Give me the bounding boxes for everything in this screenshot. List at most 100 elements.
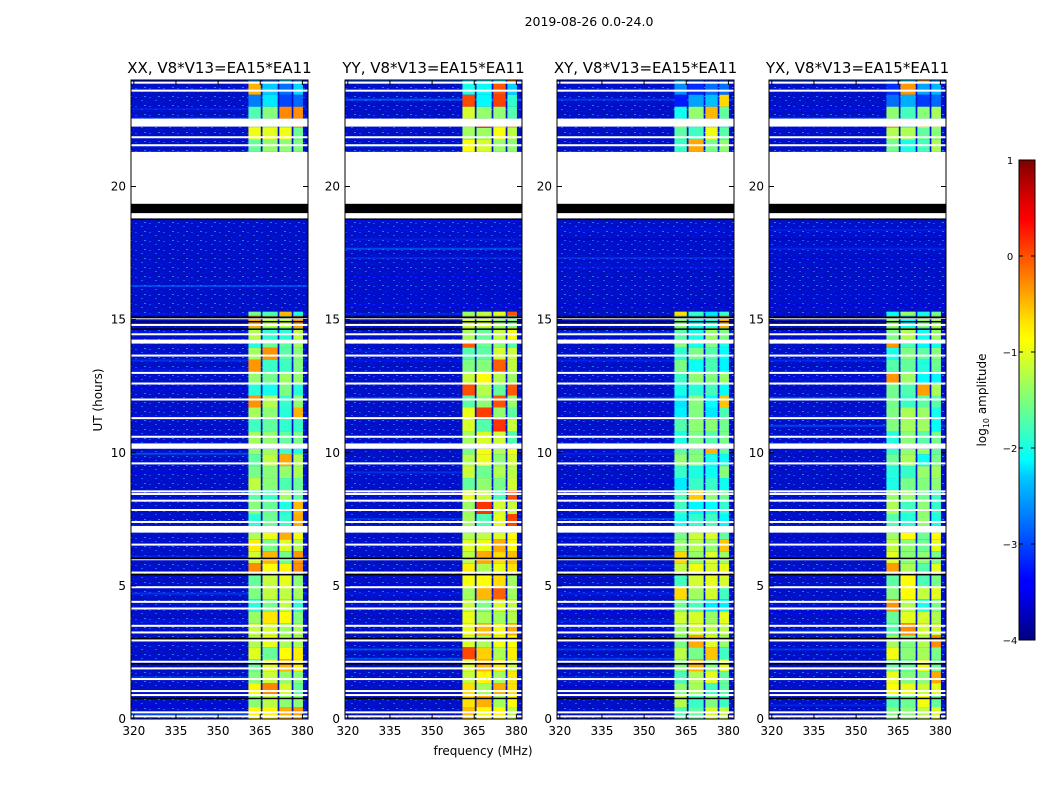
heatmap-row	[345, 657, 522, 660]
heatmap-cell	[248, 448, 261, 455]
heatmap-cell	[507, 659, 517, 672]
heatmap-cell	[248, 575, 261, 588]
heatmap-cell	[293, 683, 303, 696]
heatmap-cell	[674, 419, 687, 432]
heatmap-cell	[476, 383, 492, 396]
heatmap-cell	[886, 575, 899, 588]
heatmap-cell	[462, 347, 475, 360]
heatmap-cell	[293, 611, 303, 624]
heatmap-cell	[719, 599, 729, 612]
heatmap-cell	[293, 623, 303, 636]
panels: XX, V8*V13=EA15*EA11 320 335 350 365 380 0 5 10 1…	[111, 59, 952, 738]
y-tick-label: 10	[111, 446, 126, 460]
heatmap-cell	[931, 80, 941, 83]
heatmap-cell	[293, 448, 303, 455]
heatmap-cell	[293, 695, 303, 708]
heatmap-row	[769, 229, 946, 232]
heatmap-cell	[248, 359, 261, 372]
heatmap-cell	[931, 647, 941, 660]
flag-line	[131, 323, 308, 326]
heatmap-cell	[293, 359, 303, 372]
heatmap-cell	[262, 466, 278, 479]
heatmap-cell	[886, 127, 899, 140]
missing-data	[131, 118, 308, 127]
heatmap-cell	[674, 478, 687, 491]
heatmap-cell	[688, 490, 704, 503]
heatmap-cell	[674, 551, 687, 564]
heatmap-cell	[900, 532, 916, 540]
flag-black	[345, 663, 522, 665]
flag-black	[557, 573, 734, 576]
heatmap-cell	[476, 80, 492, 83]
heatmap-cell	[719, 80, 729, 83]
y-tick-label: 20	[111, 180, 126, 194]
heatmap-cell	[248, 106, 261, 119]
heatmap-row	[557, 238, 734, 241]
x-tick-label: 350	[421, 724, 444, 738]
panel-1: XX, V8*V13=EA15*EA11 320 335 350 365 380 0 5 10 1…	[111, 59, 314, 738]
flag-line	[769, 600, 946, 603]
flag-line	[769, 462, 946, 465]
heatmap-cell	[279, 647, 292, 660]
heatmap-cell	[900, 599, 916, 612]
heatmap-cell	[279, 311, 292, 316]
heatmap-cell	[931, 575, 941, 588]
flag-line	[769, 493, 946, 496]
heatmap-cell	[900, 448, 916, 455]
heatmap-cell	[900, 371, 916, 384]
flag-line	[345, 398, 522, 401]
heatmap-cell	[886, 82, 899, 95]
heatmap-cell	[900, 419, 916, 432]
heatmap-cell	[476, 94, 492, 107]
heatmap-cell	[493, 466, 506, 479]
heatmap-cell	[917, 311, 930, 316]
x-axis-label: frequency (MHz)	[433, 744, 532, 758]
heatmap-cell	[462, 448, 475, 455]
panel-frame	[768, 79, 947, 720]
heatmap-cell	[705, 371, 718, 384]
heatmap-cell	[507, 127, 517, 140]
figure-title: 2019-08-26 0.0-24.0	[525, 14, 654, 29]
heatmap-cell	[674, 395, 687, 408]
heatmap-row	[557, 80, 734, 82]
flag-line	[131, 493, 308, 496]
heatmap-row	[345, 471, 522, 474]
heatmap-cell	[462, 478, 475, 491]
flag-line	[131, 136, 308, 139]
heatmap-cell	[293, 599, 303, 612]
heatmap-cell	[507, 347, 517, 360]
flag-line	[769, 660, 946, 663]
heatmap-cell	[688, 647, 704, 660]
flag-line	[345, 323, 522, 326]
flag-black	[131, 316, 308, 319]
heatmap-cell	[900, 395, 916, 408]
heatmap-cell	[493, 106, 506, 119]
heatmap-cell	[262, 94, 278, 107]
heatmap-cell	[248, 343, 261, 348]
heatmap-cell	[917, 490, 930, 503]
flag-line	[769, 639, 946, 642]
heatmap-row	[131, 368, 308, 371]
flag-line	[131, 354, 308, 357]
heatmap-cell	[262, 371, 278, 384]
heatmap-row	[557, 331, 734, 334]
heatmap-cell	[462, 647, 475, 660]
colorbar-tick-label: −4	[1003, 636, 1018, 647]
heatmap-row	[345, 396, 522, 399]
heatmap-row	[769, 396, 946, 399]
heatmap-cell	[917, 695, 930, 708]
heatmap-cell	[674, 587, 687, 600]
heatmap-cell	[262, 106, 278, 119]
heatmap-cell	[719, 623, 729, 636]
heatmap-cell	[688, 383, 704, 396]
heatmap-cell	[886, 94, 899, 107]
heatmap-cell	[719, 448, 729, 455]
heatmap-cell	[705, 311, 718, 316]
heatmap-row	[131, 285, 308, 288]
heatmap-cell	[900, 407, 916, 420]
heatmap-cell	[688, 82, 704, 95]
heatmap-cell	[293, 311, 303, 316]
heatmap-cell	[507, 80, 517, 83]
heatmap-cell	[279, 359, 292, 372]
heatmap-cell	[507, 343, 517, 348]
